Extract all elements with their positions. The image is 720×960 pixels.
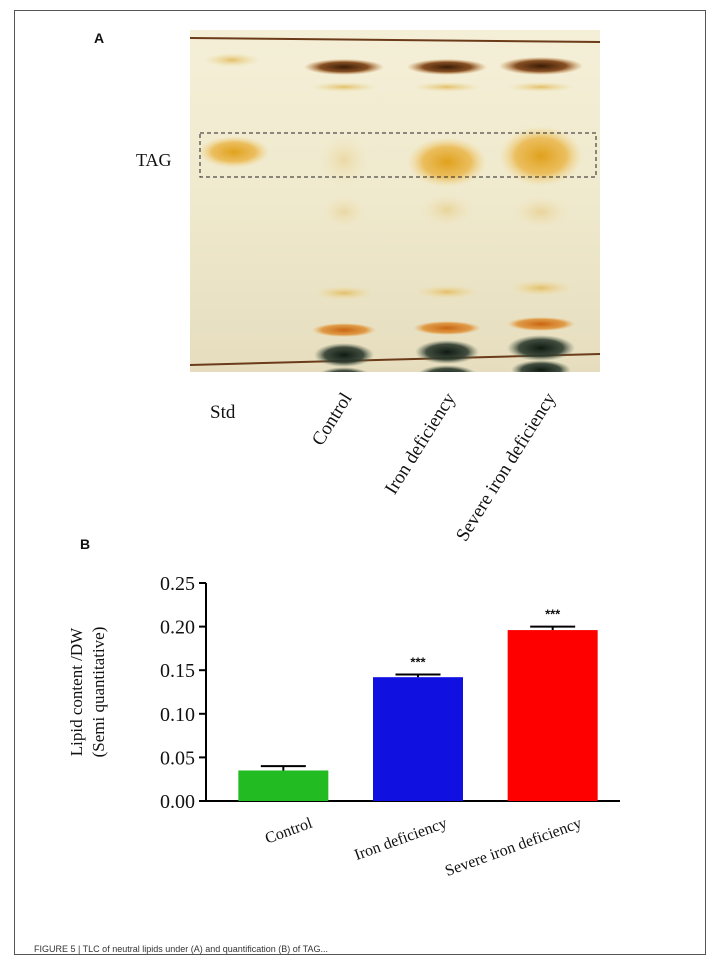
bar <box>238 770 329 801</box>
y-tick-label: 0.05 <box>160 747 195 769</box>
bar <box>507 630 598 801</box>
figure-caption: FIGURE 5 | TLC of neutral lipids under (… <box>34 944 328 954</box>
tlc-plate-image <box>190 30 600 372</box>
bar <box>373 677 463 801</box>
category-label: Iron deficiency <box>352 815 449 864</box>
y-axis-label-line1: Lipid content /DW <box>67 627 86 756</box>
panel-a-letter: A <box>94 30 105 46</box>
y-tick-label: 0.20 <box>160 617 195 639</box>
y-tick-label: 0.25 <box>160 573 195 595</box>
significance-label: *** <box>545 607 561 622</box>
y-tick-label: 0.15 <box>160 660 195 682</box>
lipid-bar-chart: 0.00 0.05 0.10 0.15 0.20 0.25 Lipid content /D… <box>67 573 620 880</box>
y-axis-label-line2: (Semi quantitative) <box>89 627 108 758</box>
figure-frame <box>14 10 706 955</box>
category-label: Control <box>263 815 315 848</box>
y-tick-label: 0.10 <box>160 704 195 726</box>
tag-band-label: TAG <box>136 150 172 170</box>
category-label: Severe iron deficiency <box>443 815 584 880</box>
y-tick-label: 0.00 <box>160 791 195 813</box>
significance-label: *** <box>410 655 426 670</box>
lane-label-std: Std <box>210 402 236 423</box>
panel-b-letter: B <box>80 536 91 552</box>
